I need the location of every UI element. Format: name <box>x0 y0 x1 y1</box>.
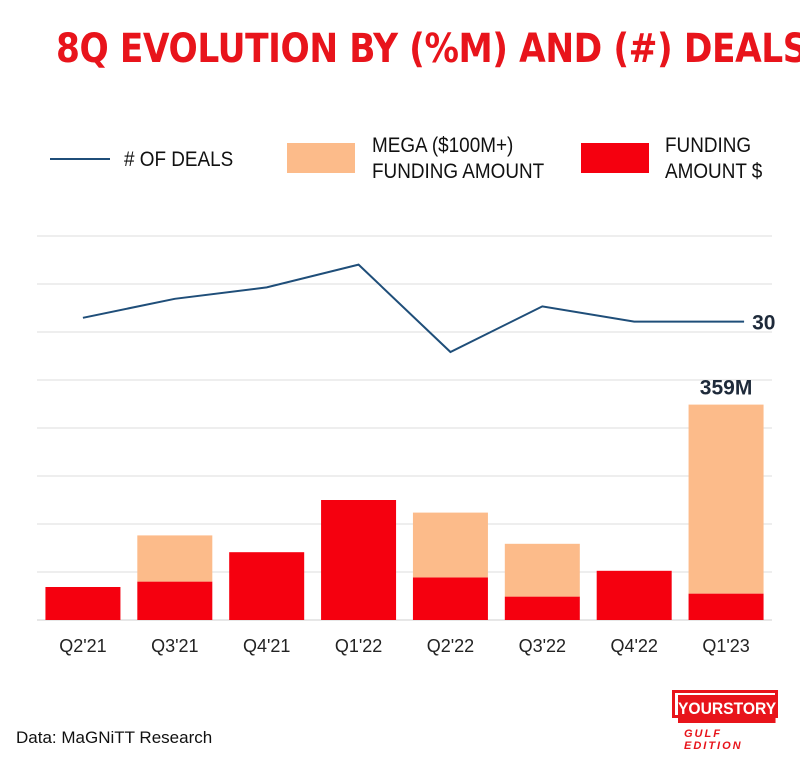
deals-line <box>82 263 745 354</box>
x-tick-label: Q3'21 <box>151 636 198 656</box>
bar-funding <box>45 587 121 620</box>
bar-funding <box>504 596 580 620</box>
bar-funding <box>321 500 397 620</box>
legend-mega-swatch <box>287 143 355 173</box>
legend: # OF DEALS MEGA ($100M+) FUNDING AMOUNT … <box>0 125 800 195</box>
bar-funding <box>688 593 764 620</box>
bar-mega <box>504 543 580 597</box>
bar-funding <box>412 577 488 620</box>
bar-mega <box>412 512 488 578</box>
bar-mega <box>137 535 213 582</box>
legend-deals-line <box>50 158 110 160</box>
legend-funding-label-1: FUNDING <box>665 134 752 157</box>
legend-funding-swatch <box>581 143 649 173</box>
bar-funding <box>596 570 672 620</box>
x-tick-label: Q1'22 <box>335 636 382 656</box>
bar-mega <box>688 404 764 594</box>
deals-last-label: 30 <box>752 312 775 335</box>
legend-mega-label-1: MEGA ($100M+) <box>372 134 514 157</box>
chart-title: 8Q EVOLUTION BY (%M) AND (#) DEALS <box>56 26 800 72</box>
x-tick-label: Q4'22 <box>610 636 657 656</box>
bar-total-label: 359M <box>700 377 753 400</box>
x-tick-label: Q3'22 <box>519 636 566 656</box>
yourstory-logo: YOURSTORY GULF EDITION <box>672 690 784 752</box>
bar-funding <box>229 552 305 620</box>
legend-mega-label-2: FUNDING AMOUNT <box>372 160 545 183</box>
logo-edition: GULF EDITION <box>684 728 743 752</box>
x-tick-label: Q4'21 <box>243 636 290 656</box>
x-tick-label: Q2'21 <box>59 636 106 656</box>
chart-area: Q2'21 Q3'21 Q4'21 Q1'22 Q2'22 Q3'22 Q4'22 Q1'23… <box>37 235 775 656</box>
x-tick-label: Q2'22 <box>427 636 474 656</box>
logo-wordmark: YOURSTORY <box>678 695 776 723</box>
source-note: Data: MaGNiTT Research <box>16 728 213 747</box>
legend-deals-label: # OF DEALS <box>124 148 234 171</box>
bar-funding <box>137 581 213 620</box>
x-tick-label: Q1'23 <box>702 636 749 656</box>
legend-funding-label-2: AMOUNT $ <box>665 160 763 183</box>
